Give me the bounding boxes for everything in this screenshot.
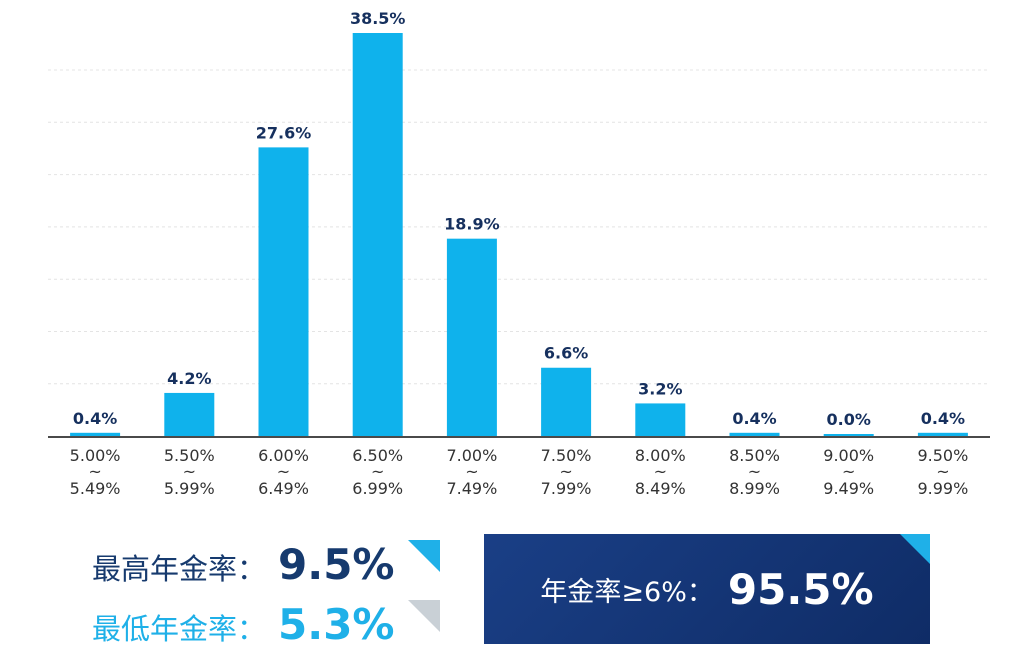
x-tick-label: 5.49% (70, 479, 121, 498)
x-tick-label: 6.49% (258, 479, 309, 498)
bar (352, 33, 403, 437)
bar (258, 147, 309, 438)
lowest-rate-row: 最低年金率： 5.3% (92, 600, 395, 649)
data-label: 18.9% (444, 215, 500, 234)
x-tick-label: 7.49% (446, 479, 497, 498)
bars (70, 33, 968, 438)
x-tick-label: 7.00% (446, 446, 497, 465)
bar (635, 403, 686, 437)
data-label: 0.0% (827, 410, 871, 429)
bar (823, 434, 874, 437)
x-tick-label: ~ (88, 462, 101, 481)
x-tick-label: 8.49% (635, 479, 686, 498)
data-label: 0.4% (732, 409, 776, 428)
bar (446, 238, 497, 437)
x-tick-label: 7.99% (541, 479, 592, 498)
x-tick-label: 8.50% (729, 446, 780, 465)
x-tick-label: ~ (936, 462, 949, 481)
data-label: 27.6% (256, 123, 312, 142)
x-tick-label: ~ (748, 462, 761, 481)
threshold-summary-box: 年金率≥6%： 95.5% (484, 534, 930, 644)
x-tick-label: 9.99% (917, 479, 968, 498)
x-tick-label: 8.00% (635, 446, 686, 465)
threshold-label: 年金率≥6%： (540, 576, 714, 608)
data-label: 0.4% (921, 409, 965, 428)
summary-panel: 最高年金率： 9.5% 最低年金率： 5.3% 年金率≥6%： 95.5% (0, 528, 1027, 659)
x-tick-label: 5.99% (164, 479, 215, 498)
x-tick-label: 5.50% (164, 446, 215, 465)
x-tick-label: ~ (277, 462, 290, 481)
x-tick-label: 9.50% (917, 446, 968, 465)
bar (917, 432, 968, 437)
lowest-rate-label: 最低年金率： (92, 612, 267, 646)
x-tick-label: 9.49% (823, 479, 874, 498)
data-label: 0.4% (73, 409, 117, 428)
bar (541, 367, 592, 437)
x-tick-label: 8.99% (729, 479, 780, 498)
x-tick-label: ~ (559, 462, 572, 481)
data-label: 4.2% (167, 369, 211, 388)
box-corner-triangle (900, 534, 930, 564)
x-tick-label: ~ (465, 462, 478, 481)
x-tick-labels: 5.00%~5.49%5.50%~5.99%6.00%~6.49%6.50%~6… (70, 446, 969, 498)
x-tick-label: 6.00% (258, 446, 309, 465)
highest-rate-row: 最高年金率： 9.5% (92, 540, 395, 589)
data-label: 6.6% (544, 344, 588, 363)
threshold-value: 95.5% (727, 564, 874, 614)
bar-chart: 0.4% 4.2% 27.6% 38.5% 18.9% 6.6% 3.2% 0.4% 0.0% 0… (48, 9, 990, 498)
highest-rate-value: 9.5% (278, 540, 395, 589)
data-label: 3.2% (638, 379, 682, 398)
bar (729, 432, 780, 437)
bar (164, 392, 215, 437)
x-tick-label: ~ (183, 462, 196, 481)
x-tick-label: 6.50% (352, 446, 403, 465)
bar (70, 432, 121, 437)
x-tick-label: ~ (842, 462, 855, 481)
x-tick-label: 6.99% (352, 479, 403, 498)
x-tick-label: ~ (654, 462, 667, 481)
highest-corner-triangle (408, 540, 440, 572)
x-tick-label: ~ (371, 462, 384, 481)
x-tick-label: 9.00% (823, 446, 874, 465)
data-labels: 0.4% 4.2% 27.6% 38.5% 18.9% 6.6% 3.2% 0.4% 0.0% 0… (73, 9, 965, 429)
grid-lines (48, 69, 990, 385)
highest-rate-label: 最高年金率： (92, 552, 267, 586)
x-tick-label: 7.50% (541, 446, 592, 465)
lowest-rate-value: 5.3% (278, 600, 395, 649)
lowest-corner-triangle (408, 600, 440, 632)
x-tick-label: 5.00% (70, 446, 121, 465)
data-label: 38.5% (350, 9, 406, 28)
